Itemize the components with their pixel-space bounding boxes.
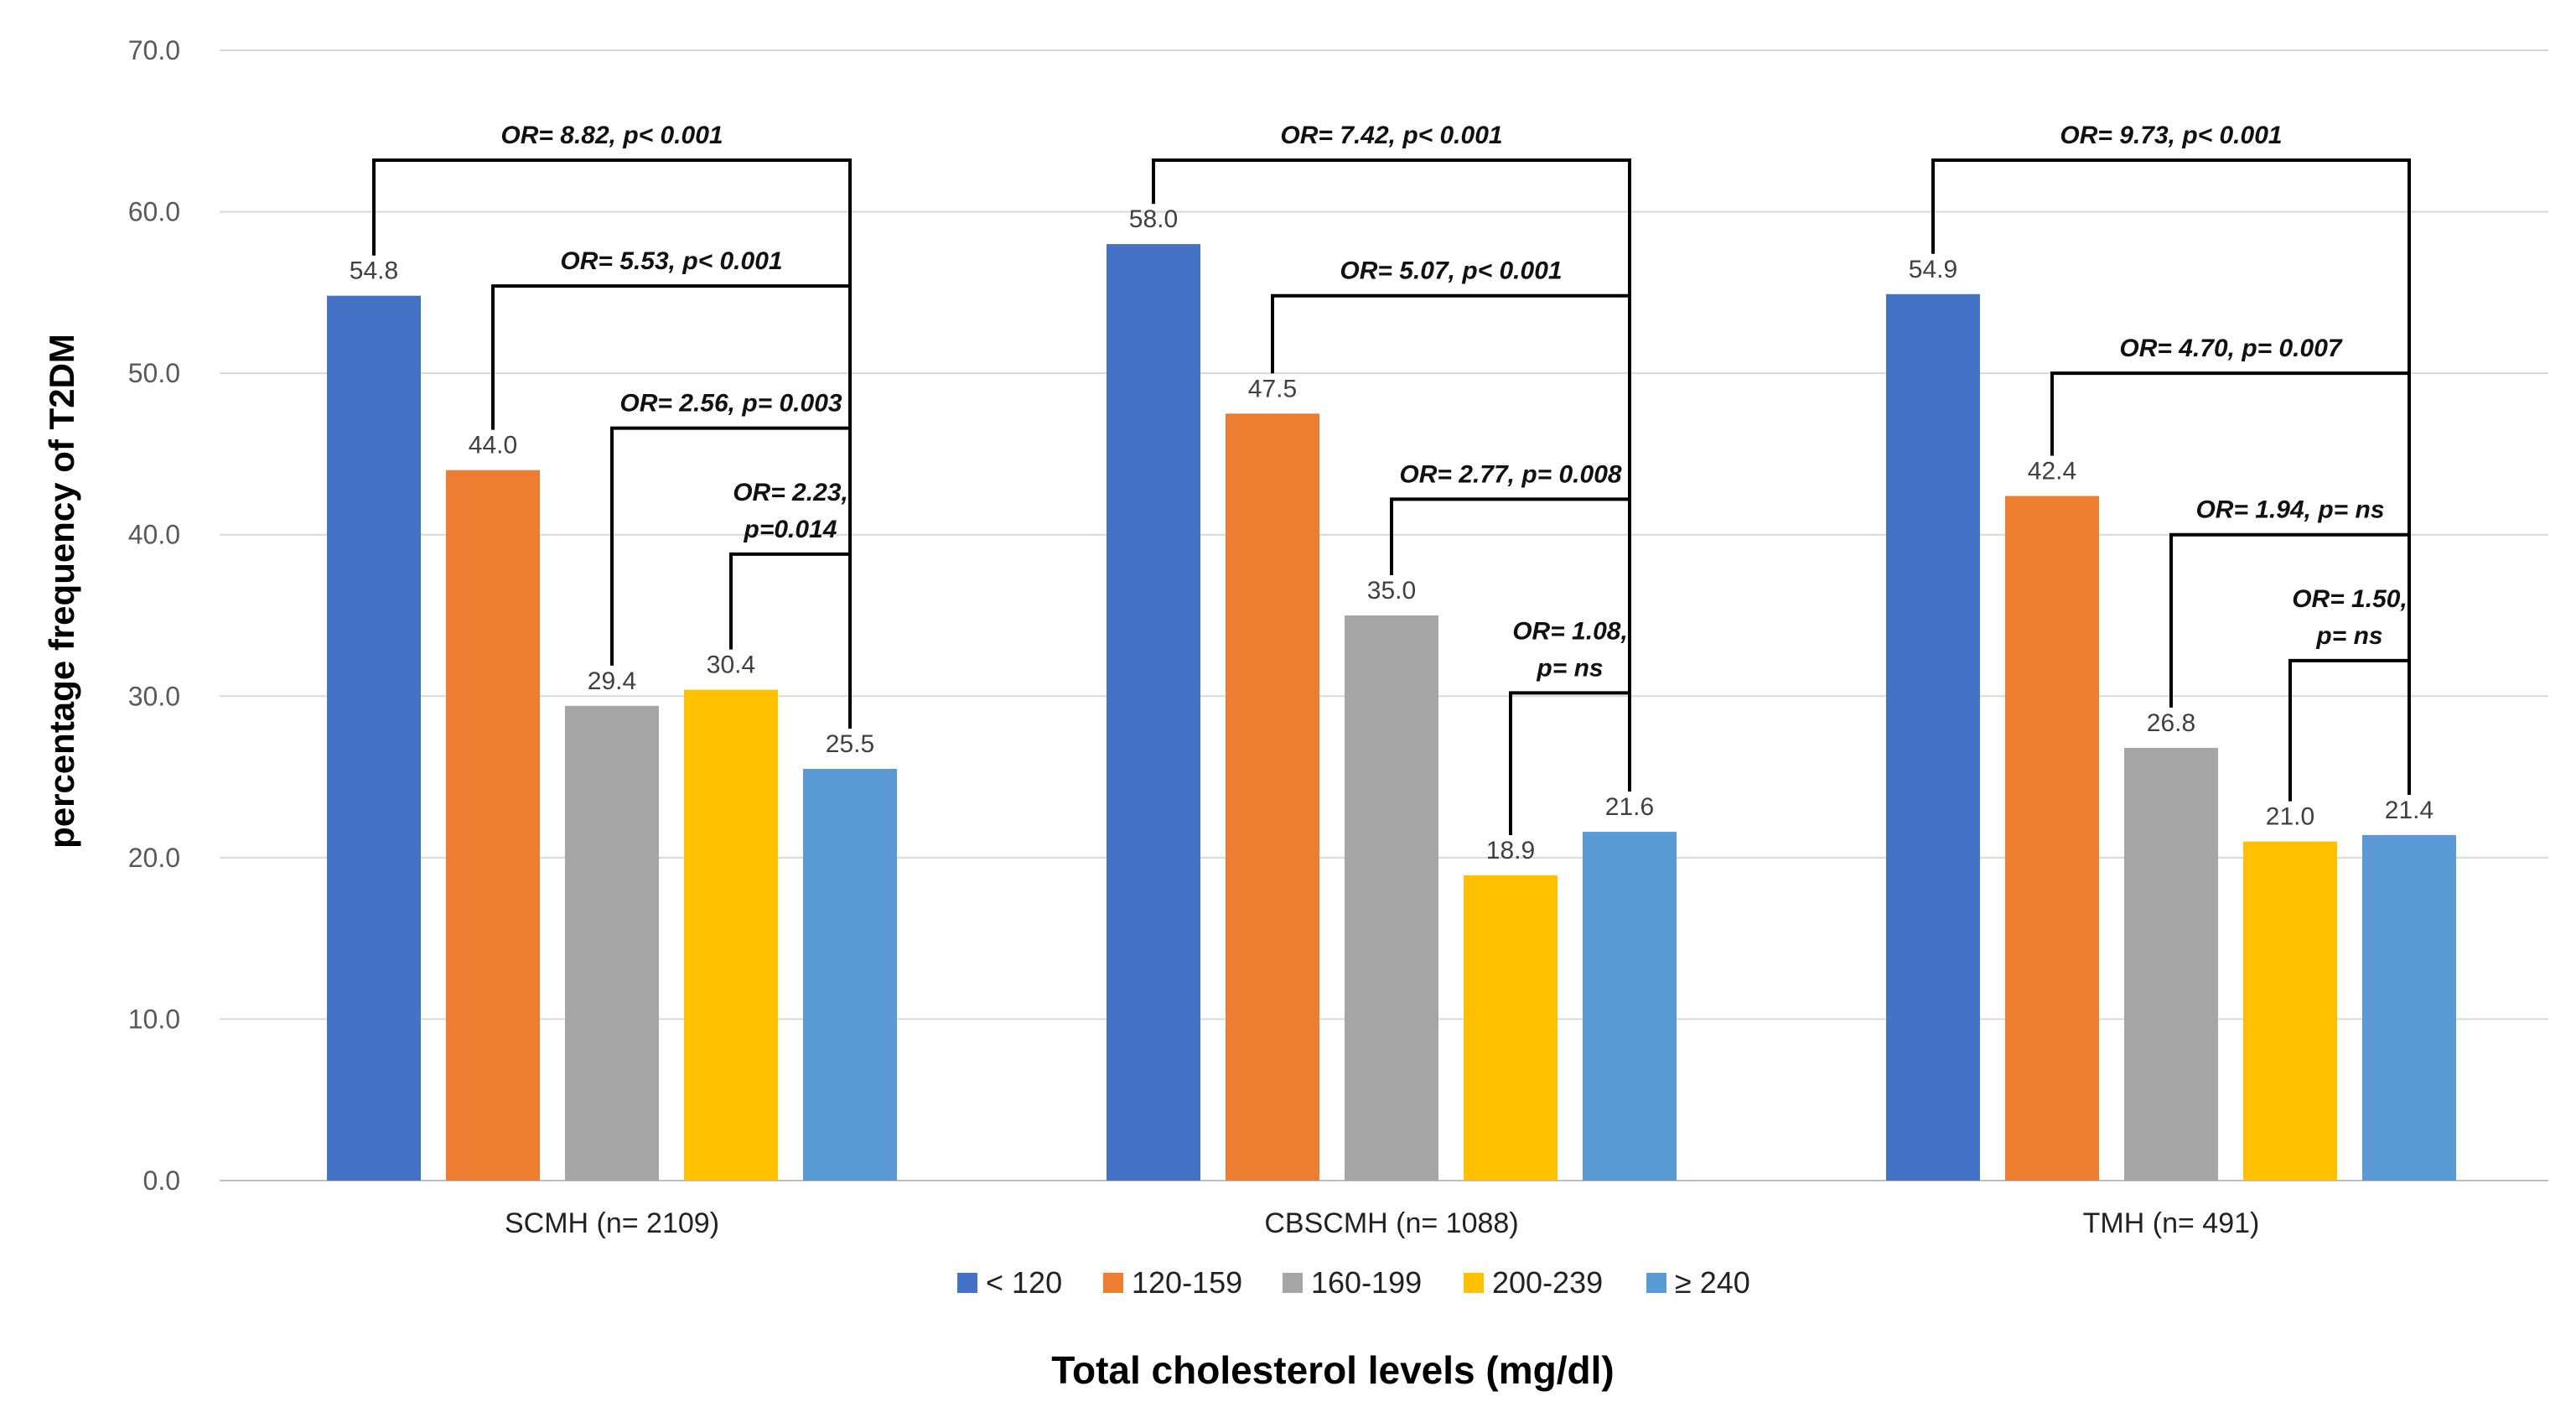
- legend-label: < 120: [986, 1265, 1062, 1300]
- significance-bracket: [1390, 497, 1631, 792]
- legend-swatch: [1464, 1273, 1484, 1293]
- x-axis-title: Total cholesterol levels (mg/dl): [1051, 1348, 1614, 1392]
- bar-value-labels: 54.8 58.0 54.9 44.0 47.5 42.4 29.4 35.0 26.8 30.4…: [350, 205, 2433, 864]
- bar-value-label: 42.4: [2028, 457, 2076, 485]
- odds-ratio-annotation: OR= 9.73, p< 0.001: [2060, 122, 2282, 149]
- x-category-label: SCMH (n= 2109): [505, 1207, 719, 1239]
- legend: < 120 120-159 160-199 200-239 ≥ 240: [957, 1265, 1750, 1300]
- y-axis-title: percentage frequency of T2DM: [42, 334, 81, 849]
- odds-ratio-annotation: p=0.014: [744, 516, 837, 543]
- significance-brackets: OR= 8.82, p< 0.001 OR= 5.53, p< 0.001 OR= …: [372, 122, 2411, 836]
- bar-value-label: 18.9: [1486, 837, 1535, 864]
- bar: [565, 705, 659, 1181]
- bar-value-label: 29.4: [588, 667, 636, 695]
- y-tick-label: 0.0: [143, 1165, 180, 1196]
- odds-ratio-annotation: p= ns: [1536, 654, 1603, 682]
- bar: [446, 470, 540, 1181]
- bar-value-label: 25.5: [826, 730, 874, 758]
- x-category-label: TMH (n= 491): [2083, 1207, 2260, 1239]
- significance-bracket: [491, 284, 852, 729]
- bar-value-label: 54.9: [1909, 256, 1957, 283]
- bar-value-label: 35.0: [1367, 577, 1416, 605]
- significance-bracket: [2050, 371, 2411, 795]
- bar: [1226, 413, 1319, 1181]
- bar: [2362, 834, 2456, 1181]
- bar-value-label: 47.5: [1248, 375, 1297, 402]
- y-tick-label: 40.0: [128, 520, 180, 550]
- legend-swatch: [1103, 1273, 1123, 1293]
- legend-swatch: [1646, 1273, 1666, 1293]
- legend-label: 200-239: [1492, 1265, 1603, 1300]
- odds-ratio-annotation: OR= 4.70, p= 0.007: [2119, 335, 2342, 362]
- y-tick-label: 50.0: [128, 358, 180, 388]
- x-axis-categories: SCMH (n= 2109) CBSCMH (n= 1088) TMH (n= 49…: [505, 1207, 2259, 1239]
- y-tick-label: 10.0: [128, 1004, 180, 1034]
- odds-ratio-annotation: OR= 1.94, p= ns: [2195, 496, 2384, 524]
- bar-value-label: 44.0: [469, 432, 517, 459]
- odds-ratio-annotation: OR= 1.50,: [2292, 585, 2408, 613]
- odds-ratio-annotation: OR= 7.42, p< 0.001: [1280, 122, 1502, 149]
- bar-value-label: 30.4: [707, 651, 755, 679]
- odds-ratio-annotation: OR= 5.07, p< 0.001: [1340, 257, 1562, 285]
- odds-ratio-annotation: OR= 5.53, p< 0.001: [560, 247, 782, 275]
- bars: [327, 244, 2456, 1181]
- bar-value-label: 26.8: [2147, 709, 2195, 737]
- legend-label: 160-199: [1311, 1265, 1422, 1300]
- odds-ratio-annotation: OR= 2.77, p= 0.008: [1399, 460, 1621, 488]
- significance-bracket: [1271, 293, 1631, 792]
- bar: [327, 295, 421, 1181]
- y-tick-label: 70.0: [128, 35, 180, 65]
- bar: [1583, 832, 1677, 1181]
- y-tick-label: 20.0: [128, 843, 180, 873]
- legend-swatch: [957, 1273, 977, 1293]
- bar: [1886, 293, 1980, 1181]
- odds-ratio-annotation: OR= 8.82, p< 0.001: [500, 122, 723, 149]
- bar-value-label: 21.0: [2266, 803, 2314, 831]
- significance-bracket: [1509, 691, 1631, 836]
- bar: [1345, 615, 1438, 1181]
- y-axis-ticks: 0.0 10.0 20.0 30.0 40.0 50.0 60.0 70.0: [128, 35, 180, 1196]
- odds-ratio-annotation: OR= 2.56, p= 0.003: [619, 390, 842, 418]
- bar-value-label: 21.6: [1605, 793, 1654, 821]
- bar: [2005, 496, 2099, 1181]
- legend-swatch: [1283, 1273, 1303, 1293]
- bar: [1464, 875, 1558, 1181]
- bar: [2124, 747, 2218, 1181]
- x-category-label: CBSCMH (n= 1088): [1264, 1207, 1518, 1239]
- bar: [2243, 841, 2337, 1181]
- bar-value-label: 54.8: [350, 257, 398, 285]
- legend-label: ≥ 240: [1675, 1265, 1750, 1300]
- significance-bracket: [729, 552, 852, 729]
- odds-ratio-annotation: OR= 2.23,: [733, 479, 848, 506]
- odds-ratio-annotation: p= ns: [2315, 622, 2382, 650]
- bar-value-label: 21.4: [2385, 797, 2433, 824]
- bar: [803, 768, 897, 1181]
- bar-value-label: 58.0: [1129, 205, 1178, 233]
- y-tick-label: 30.0: [128, 681, 180, 711]
- significance-bracket: [2288, 658, 2411, 802]
- y-tick-label: 60.0: [128, 197, 180, 227]
- legend-label: 120-159: [1132, 1265, 1242, 1300]
- bar: [1107, 244, 1200, 1181]
- odds-ratio-annotation: OR= 1.08,: [1512, 617, 1628, 645]
- bar: [684, 689, 778, 1181]
